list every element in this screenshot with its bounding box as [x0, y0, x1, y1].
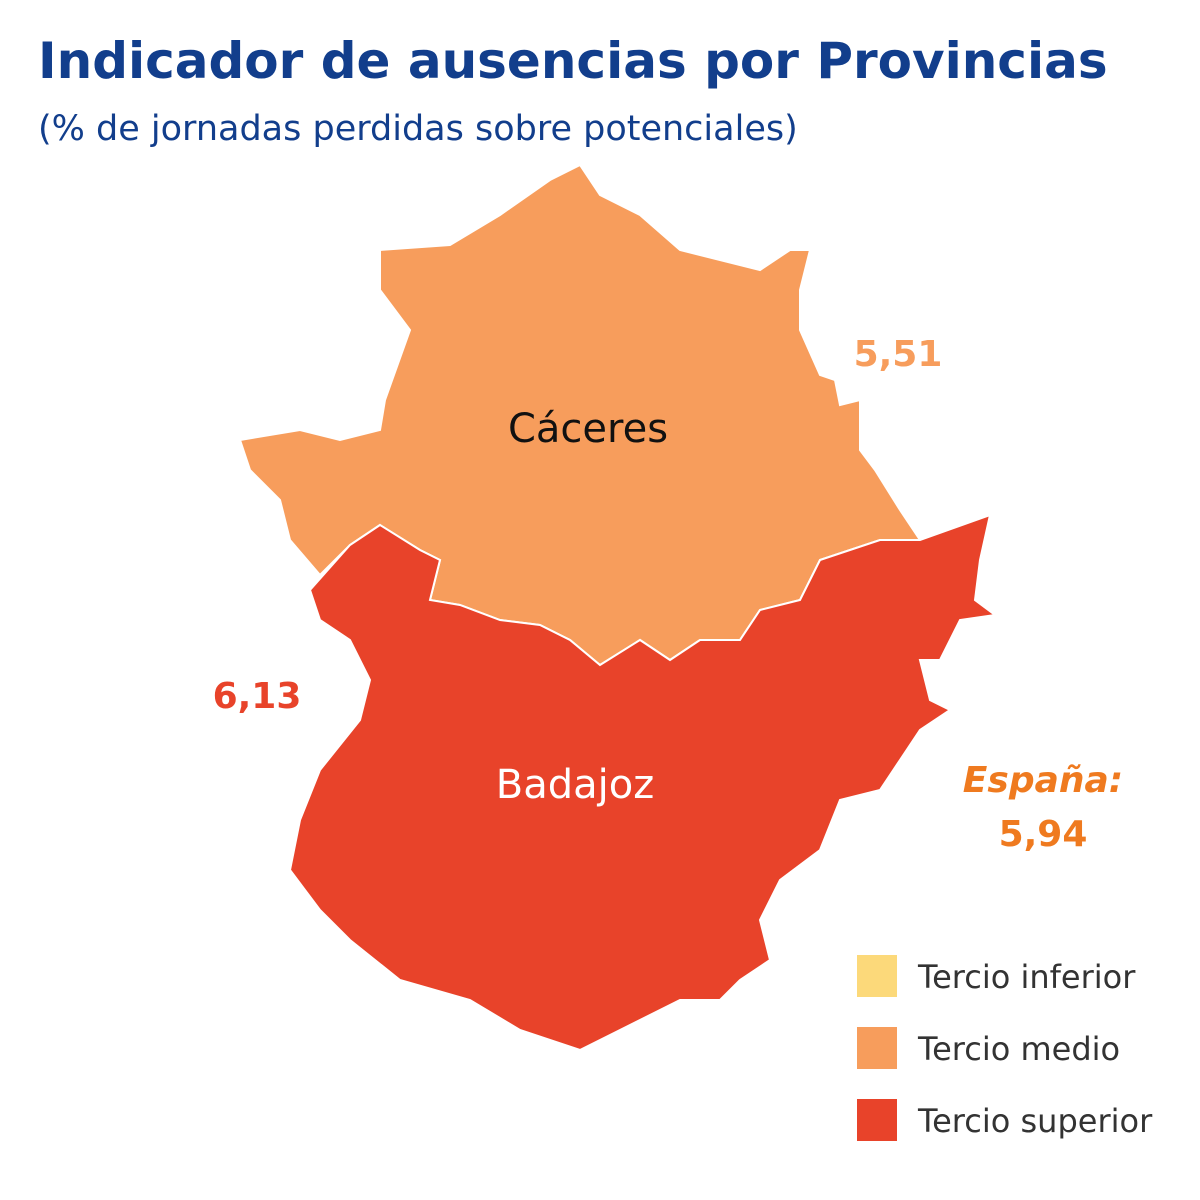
region-name: Badajoz [496, 762, 654, 808]
region-name: Cáceres [508, 406, 668, 452]
title: Indicador de ausencias por Provincias [38, 32, 1108, 90]
subtitle: (% de jornadas perdidas sobre potenciale… [38, 109, 798, 149]
province-badajoz [288, 513, 998, 1052]
legend-swatch [857, 955, 897, 997]
legend: Tercio inferior Tercio medio Tercio superi… [857, 955, 1153, 1141]
national-label: España: [963, 760, 1123, 801]
legend-label: Tercio inferior [917, 958, 1136, 996]
legend-label: Tercio medio [917, 1030, 1120, 1068]
region-value: 6,13 [213, 676, 302, 717]
legend-swatch [857, 1027, 897, 1069]
legend-label: Tercio superior [917, 1102, 1153, 1140]
national-value: 5,94 [999, 814, 1088, 855]
region-value: 5,51 [854, 334, 943, 375]
legend-swatch [857, 1099, 897, 1141]
